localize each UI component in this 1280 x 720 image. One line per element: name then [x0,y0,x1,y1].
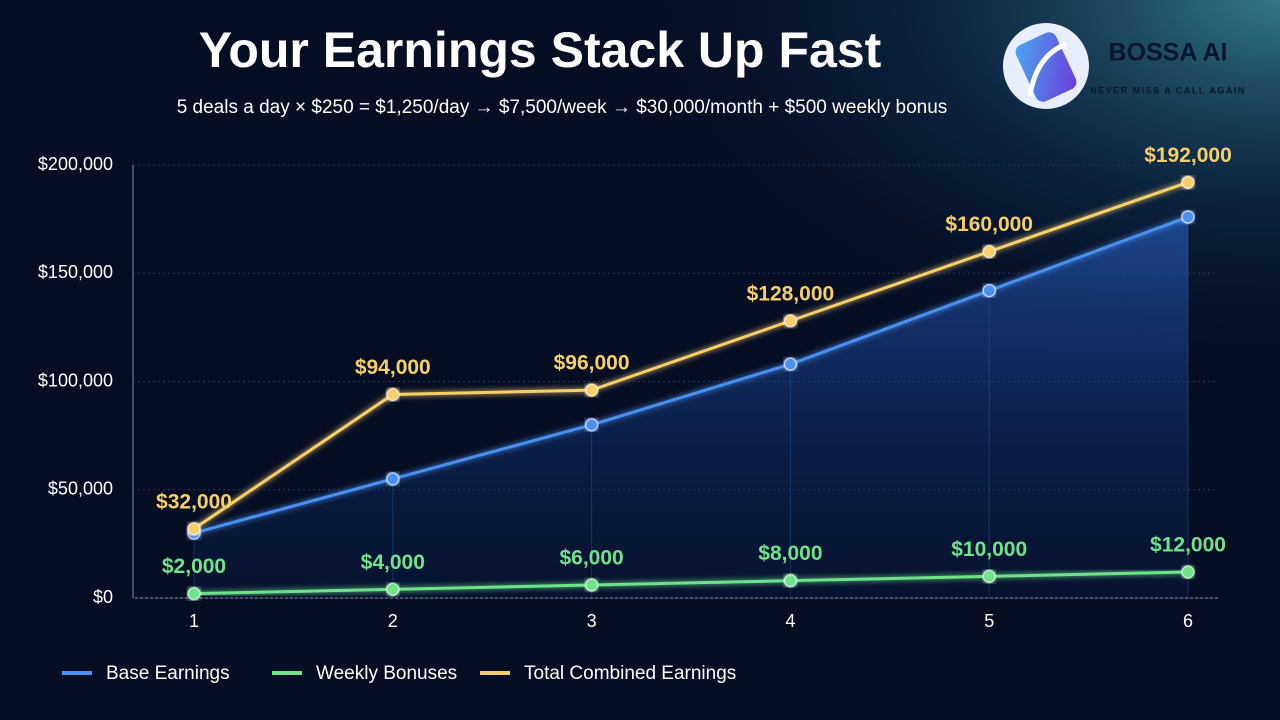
chart-subtitle: 5 deals a day × $250 = $1,250/day → $7,5… [177,97,948,118]
point [386,582,400,597]
legend-label: Total Combined Earnings [524,663,736,684]
point [783,314,798,328]
value-label: $4,000 [361,551,425,574]
point [386,387,400,402]
point [584,578,599,592]
x-tick-label: 6 [1183,611,1193,631]
point [1181,565,1195,579]
chart-title: Your Earnings Stack Up Fast [199,22,882,78]
series-line [193,180,1189,530]
x-tick-label: 3 [587,611,597,631]
legend-label: Base Earnings [106,663,230,684]
legend-label: Weekly Bonuses [316,663,457,684]
x-tick-label: 2 [388,611,398,631]
value-label: $8,000 [758,542,822,565]
point [386,472,400,486]
series-line [193,215,1189,535]
brand-name: BOSSA AI [1109,39,1228,67]
point [1181,175,1195,190]
logo-swoosh [1027,41,1068,97]
brand-tagline: NEVER MISS A CALL AGAIN [1090,85,1246,95]
x-tick-label: 1 [189,611,199,631]
y-tick-label: $100,000 [38,370,113,390]
value-label: $128,000 [747,282,835,305]
value-label: $6,000 [559,547,623,570]
point [982,569,996,584]
point [982,244,996,259]
x-tick-label: 4 [785,611,795,631]
point [187,521,201,536]
point [783,357,798,371]
point [1181,210,1195,224]
value-label: $2,000 [162,555,226,578]
value-label: $192,000 [1144,144,1232,167]
point [982,283,996,298]
value-label: $10,000 [951,538,1027,561]
x-tick-label: 5 [984,611,994,631]
point [187,586,201,601]
y-tick-label: $50,000 [48,479,113,499]
value-label: $94,000 [355,356,431,379]
y-tick-label: $150,000 [38,262,113,282]
y-tick-label: $200,000 [38,154,113,174]
area [194,216,1188,598]
series-line [193,570,1189,596]
point [783,573,798,588]
brand-logo [1003,23,1089,109]
point [584,383,599,397]
y-tick-label: $0 [93,587,113,607]
point [584,418,599,432]
value-label: $160,000 [945,213,1033,236]
value-label: $12,000 [1150,534,1226,557]
value-label: $96,000 [554,352,630,375]
value-label: $32,000 [156,490,232,513]
